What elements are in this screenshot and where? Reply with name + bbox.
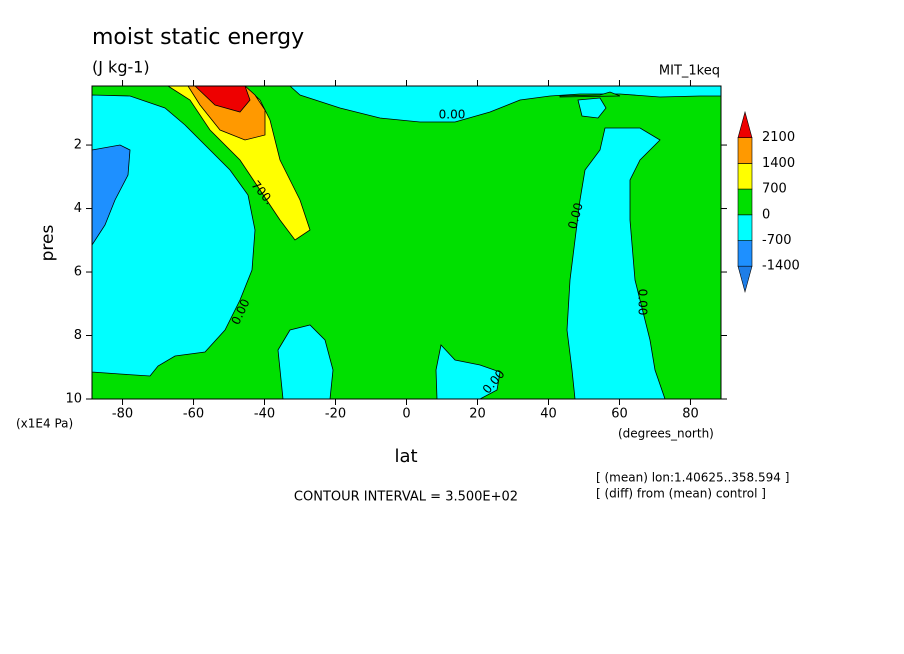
region xyxy=(277,324,334,400)
colorbar-swatch xyxy=(737,265,753,294)
colorbar-label: -700 xyxy=(762,233,792,248)
y-axis-label: pres xyxy=(38,225,58,262)
colorbar-label: 2100 xyxy=(762,130,795,145)
colorbar-label: 700 xyxy=(762,182,787,197)
colorbar-swatch xyxy=(737,188,753,216)
y-tick-label: 8 xyxy=(74,328,82,343)
colorbar-swatch xyxy=(737,110,753,138)
chart-title: moist static energy xyxy=(92,25,304,50)
chart-subtitle: (J kg-1) xyxy=(92,58,150,77)
x-axis-units: (degrees_north) xyxy=(618,427,714,441)
y-tick-label: 6 xyxy=(74,265,82,280)
y-tick-label: 10 xyxy=(65,392,82,407)
colorbar-label: 1400 xyxy=(762,156,795,171)
contour-field xyxy=(91,85,722,400)
x-tick-label: 0 xyxy=(402,407,410,422)
contour-label: 0.00 xyxy=(565,201,585,230)
x-tick-label: 40 xyxy=(540,407,557,422)
contour-interval: CONTOUR INTERVAL = 3.500E+02 xyxy=(294,490,518,505)
x-axis-label: lat xyxy=(394,446,417,467)
region xyxy=(577,97,607,119)
x-tick-label: -60 xyxy=(183,407,204,422)
colorbar-swatch xyxy=(737,214,753,241)
colorbar-label: 0 xyxy=(762,207,770,222)
colorbar-swatch xyxy=(737,163,753,190)
colorbar-swatch xyxy=(737,137,753,164)
region xyxy=(91,144,131,247)
x-tick-label: 80 xyxy=(682,407,699,422)
note: [ (diff) from (mean) control ] xyxy=(596,487,766,501)
colorbar-label: -1400 xyxy=(762,259,800,274)
region xyxy=(288,85,722,123)
y-axis-units: (x1E4 Pa) xyxy=(16,417,73,431)
contour-label: 0.00 xyxy=(636,289,650,316)
x-tick-label: -20 xyxy=(325,407,346,422)
region xyxy=(559,91,621,98)
dataset-label: MIT_1keq xyxy=(659,64,720,79)
x-tick-label: 20 xyxy=(469,407,486,422)
colorbar-swatch xyxy=(737,240,753,267)
region xyxy=(91,94,256,377)
note: [ (mean) lon:1.40625..358.594 ] xyxy=(596,471,789,485)
region xyxy=(435,344,501,400)
contour-label: 0.00 xyxy=(439,108,466,122)
y-tick-label: 2 xyxy=(74,138,82,153)
x-tick-label: -40 xyxy=(254,407,275,422)
y-tick-label: 4 xyxy=(74,201,82,216)
x-tick-label: 60 xyxy=(611,407,628,422)
x-tick-label: -80 xyxy=(112,407,133,422)
